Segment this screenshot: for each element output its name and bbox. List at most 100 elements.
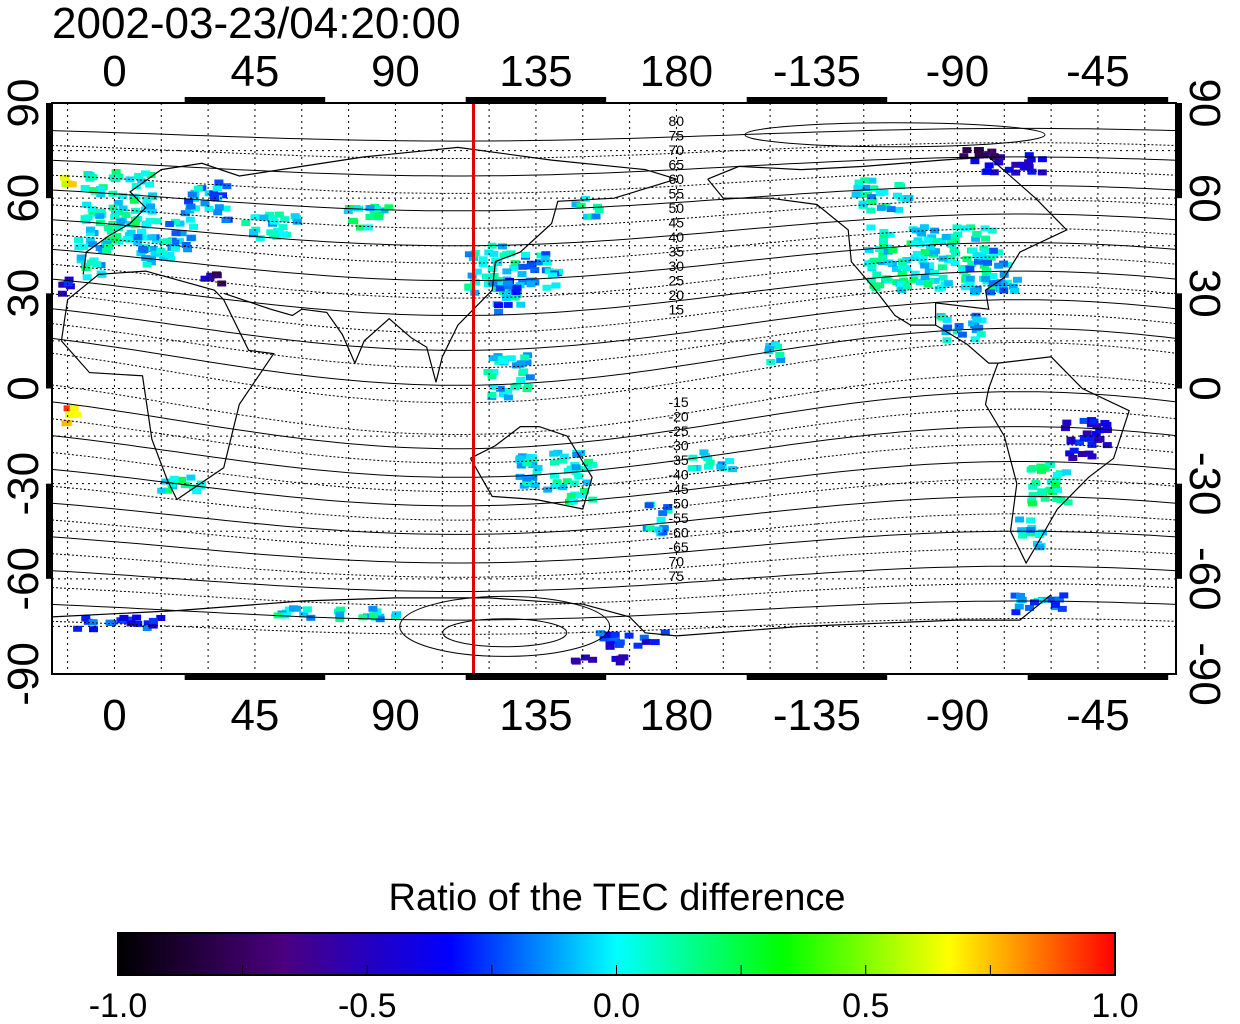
tec-cell bbox=[522, 460, 532, 467]
tec-cell bbox=[148, 617, 158, 624]
tec-cell bbox=[503, 301, 513, 308]
tec-cell bbox=[882, 275, 892, 282]
tec-cell bbox=[587, 462, 597, 468]
tec-cell bbox=[511, 362, 521, 369]
tec-cell bbox=[559, 453, 569, 460]
coastline bbox=[707, 178, 936, 326]
lon-tick-label-top: 45 bbox=[230, 47, 279, 96]
tec-cell bbox=[1025, 604, 1035, 611]
tec-cell bbox=[965, 281, 975, 288]
mlat-contour bbox=[51, 478, 1177, 521]
tec-cell bbox=[126, 616, 136, 623]
contour-label: -60 bbox=[668, 525, 688, 541]
tec-cell bbox=[106, 228, 116, 235]
tec-cell bbox=[489, 384, 499, 391]
tec-cell bbox=[131, 183, 141, 189]
tec-cell bbox=[189, 223, 199, 230]
tec-cell bbox=[716, 463, 726, 470]
tec-cell bbox=[504, 283, 514, 290]
tec-cell bbox=[930, 277, 940, 284]
tec-cell bbox=[65, 412, 75, 419]
tec-cell bbox=[88, 187, 98, 194]
tec-cell bbox=[335, 611, 345, 618]
tec-cell bbox=[86, 226, 95, 233]
tec-cell bbox=[951, 250, 961, 257]
mlat-contour bbox=[51, 242, 1177, 282]
tec-cell bbox=[60, 174, 69, 181]
tec-cell bbox=[864, 246, 874, 253]
tec-cell bbox=[1077, 451, 1087, 457]
tec-cell bbox=[221, 217, 231, 224]
lon-tick-label-bottom: 90 bbox=[371, 691, 420, 740]
tec-cell bbox=[368, 605, 378, 612]
tec-cell bbox=[986, 289, 996, 296]
tec-cell bbox=[142, 261, 152, 268]
tec-cell bbox=[392, 611, 401, 618]
tec-cell bbox=[644, 502, 654, 509]
tec-cell bbox=[972, 230, 982, 237]
tec-cell bbox=[687, 465, 697, 472]
tec-cell bbox=[566, 492, 576, 499]
tec-cell bbox=[960, 284, 970, 291]
tec-cell bbox=[111, 169, 121, 175]
tec-cell bbox=[968, 247, 978, 254]
tec-cell bbox=[595, 630, 605, 637]
axis-bar bbox=[465, 674, 607, 680]
axis-bar bbox=[1027, 97, 1169, 103]
tec-cell bbox=[1037, 156, 1047, 163]
tec-cell bbox=[105, 619, 115, 626]
tec-cell bbox=[85, 230, 95, 237]
tec-cell bbox=[142, 625, 152, 631]
tec-cell bbox=[1019, 163, 1029, 170]
tec-cell bbox=[980, 225, 990, 232]
tec-cell bbox=[701, 453, 710, 460]
tec-cell bbox=[185, 216, 195, 223]
mlat-contour bbox=[51, 299, 1177, 351]
tec-cell bbox=[974, 152, 984, 159]
tec-cell bbox=[867, 263, 877, 270]
tec-cell bbox=[999, 271, 1009, 278]
tec-cell bbox=[72, 411, 82, 418]
tec-cell bbox=[156, 615, 166, 621]
tec-cell bbox=[962, 147, 972, 154]
tec-cell bbox=[1014, 603, 1024, 610]
tec-cell bbox=[1087, 441, 1097, 448]
tec-cell bbox=[1017, 596, 1027, 603]
tec-cell bbox=[866, 199, 876, 206]
tec-cell bbox=[509, 264, 519, 271]
tec-cell bbox=[653, 526, 663, 533]
axis-bar bbox=[1176, 103, 1182, 199]
tec-cell bbox=[1057, 605, 1067, 612]
tec-cell bbox=[214, 204, 224, 211]
tec-cell bbox=[605, 643, 615, 649]
tec-cell bbox=[481, 273, 491, 280]
tec-cell bbox=[979, 152, 989, 159]
tec-cell bbox=[249, 228, 259, 235]
tec-cell bbox=[302, 606, 312, 613]
south-pole-contour bbox=[399, 595, 611, 657]
lon-tick-label-bottom: 0 bbox=[102, 691, 126, 740]
mlat-contour bbox=[51, 327, 1177, 386]
tec-cell bbox=[650, 639, 660, 646]
contour-label: 15 bbox=[668, 302, 684, 318]
tec-cell bbox=[267, 215, 277, 222]
tec-cell bbox=[1092, 423, 1102, 430]
tec-cell bbox=[981, 272, 991, 279]
tec-cell bbox=[897, 270, 907, 277]
tec-cell bbox=[934, 285, 944, 292]
contour-label: -55 bbox=[668, 510, 688, 526]
tec-cell bbox=[532, 469, 542, 476]
tec-cell bbox=[562, 478, 572, 485]
mlat-contour bbox=[51, 618, 1177, 635]
tec-cell bbox=[766, 359, 776, 365]
contour-label: -50 bbox=[668, 496, 688, 512]
lat-tick-label-left: 30 bbox=[0, 269, 48, 318]
tec-cell bbox=[881, 203, 891, 209]
tec-cell bbox=[776, 357, 786, 363]
axis-bar bbox=[1176, 293, 1182, 389]
tec-cell bbox=[909, 240, 919, 247]
tec-cell bbox=[358, 614, 368, 621]
tec-cell bbox=[499, 252, 509, 259]
tec-cell bbox=[528, 474, 538, 481]
tec-cell bbox=[550, 482, 560, 489]
